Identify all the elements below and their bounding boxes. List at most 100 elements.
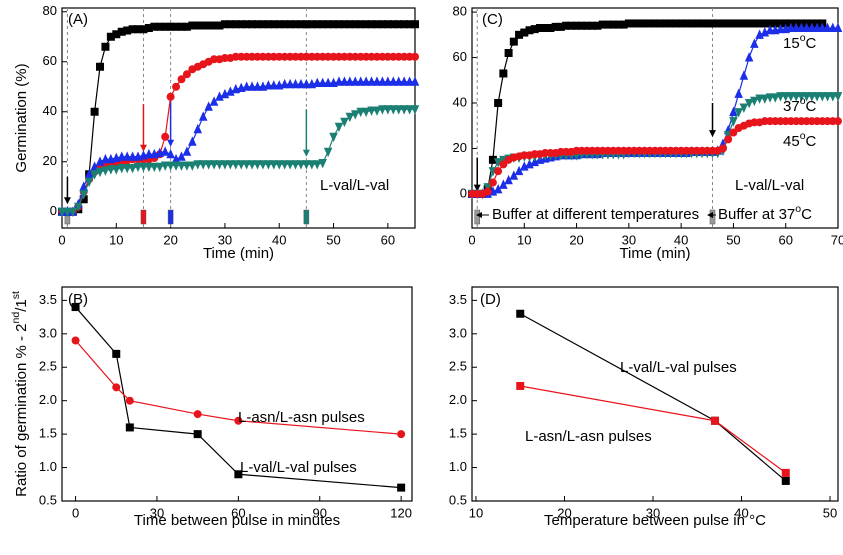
annotation: L-val/L-val pulses: [240, 459, 357, 476]
marker: [350, 110, 360, 120]
x-tick-label: 0: [58, 232, 65, 247]
marker: [770, 93, 780, 103]
marker: [296, 160, 306, 170]
marker: [71, 303, 80, 312]
marker: [504, 174, 513, 185]
y-tick-label: 0.5: [449, 492, 467, 507]
marker: [323, 77, 333, 87]
marker: [499, 160, 508, 169]
marker: [188, 161, 197, 171]
annotation: 15oC: [783, 32, 817, 52]
y-tick-label: 80: [43, 3, 57, 18]
marker: [509, 170, 519, 180]
marker: [345, 112, 355, 123]
marker: [509, 37, 518, 46]
marker: [234, 470, 243, 479]
annotation: L-asn/L-asn pulses: [238, 409, 365, 426]
annotation-part: 45: [783, 133, 800, 150]
marker: [755, 94, 764, 104]
marker: [411, 52, 419, 61]
x-tick-label: 60: [778, 232, 792, 247]
marker: [139, 162, 148, 173]
y-tick-label: 0: [460, 185, 467, 200]
marker: [494, 99, 503, 107]
marker: [112, 349, 121, 358]
marker: [193, 410, 202, 419]
marker: [122, 164, 132, 174]
x-tick-label: 10: [517, 232, 531, 247]
marker: [209, 96, 219, 106]
marker: [166, 161, 175, 171]
marker: [128, 151, 137, 161]
marker: [356, 76, 365, 86]
marker: [812, 22, 822, 32]
x-tick-label: 30: [622, 232, 636, 247]
marker: [112, 165, 121, 175]
marker: [791, 22, 801, 32]
series-line: [75, 306, 402, 489]
marker: [318, 159, 327, 169]
marker: [372, 76, 382, 86]
marker: [125, 423, 134, 432]
marker: [776, 23, 785, 34]
marker: [383, 105, 393, 115]
y-tick-label: 2.0: [39, 392, 57, 407]
y-tick-label: 1.0: [39, 459, 57, 474]
marker: [264, 80, 273, 90]
marker: [734, 88, 743, 98]
marker: [397, 430, 406, 439]
marker: [193, 430, 202, 439]
x-tick-label: 0: [468, 232, 475, 247]
marker: [172, 82, 181, 91]
annotation-part: o: [795, 203, 801, 215]
pulse-marker: [303, 209, 310, 225]
x-axis-label: Temperature between pulse in °C: [544, 512, 766, 529]
y-tick-label: 3.5: [39, 292, 57, 307]
annotation: L-val/L-val: [735, 177, 804, 194]
marker: [786, 22, 796, 32]
y-tick-label: 0.5: [39, 492, 57, 507]
marker: [269, 160, 279, 170]
marker: [828, 92, 838, 102]
marker: [734, 108, 743, 118]
marker: [258, 160, 268, 170]
marker: [750, 38, 759, 48]
marker: [372, 106, 382, 116]
marker: [750, 96, 759, 107]
marker: [802, 22, 811, 32]
y-tick-label: 2.5: [449, 359, 467, 374]
marker: [95, 167, 105, 178]
marker: [291, 160, 300, 170]
marker: [786, 92, 796, 102]
marker: [182, 161, 192, 171]
marker: [161, 132, 170, 141]
marker: [95, 156, 105, 166]
annotation: (A): [68, 11, 88, 28]
marker: [504, 49, 513, 57]
marker: [334, 76, 344, 86]
marker: [729, 117, 738, 127]
y-axis-label: Germination (%): [13, 63, 30, 172]
marker: [204, 160, 213, 170]
marker: [323, 147, 333, 158]
marker: [823, 22, 832, 32]
marker: [302, 78, 311, 89]
marker: [193, 160, 203, 170]
marker: [818, 92, 827, 102]
pulse-marker: [474, 209, 480, 225]
marker: [215, 160, 224, 170]
marker: [350, 76, 360, 86]
marker: [188, 136, 197, 146]
marker: [155, 162, 165, 173]
annotation-part: C: [806, 133, 817, 150]
marker: [307, 160, 317, 170]
marker: [231, 160, 241, 170]
y-tick-label: 1.5: [449, 426, 467, 441]
marker: [833, 22, 843, 32]
y-tick-label: 40: [453, 94, 467, 109]
x-tick-label: 60: [381, 232, 395, 247]
x-tick-label: 120: [390, 505, 412, 520]
marker: [744, 52, 754, 62]
